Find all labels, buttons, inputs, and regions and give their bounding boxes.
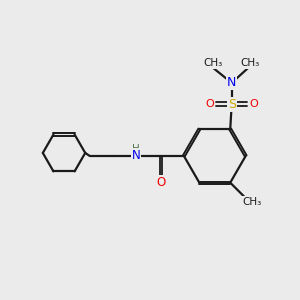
Text: N: N <box>227 76 236 89</box>
Text: CH₃: CH₃ <box>204 58 223 68</box>
Text: O: O <box>156 176 166 189</box>
Text: N: N <box>132 149 140 162</box>
Text: CH₃: CH₃ <box>242 197 261 207</box>
Text: O: O <box>249 99 258 109</box>
Text: CH₃: CH₃ <box>241 58 260 68</box>
Text: S: S <box>228 98 236 111</box>
Text: H: H <box>132 144 140 154</box>
Text: O: O <box>206 99 214 109</box>
